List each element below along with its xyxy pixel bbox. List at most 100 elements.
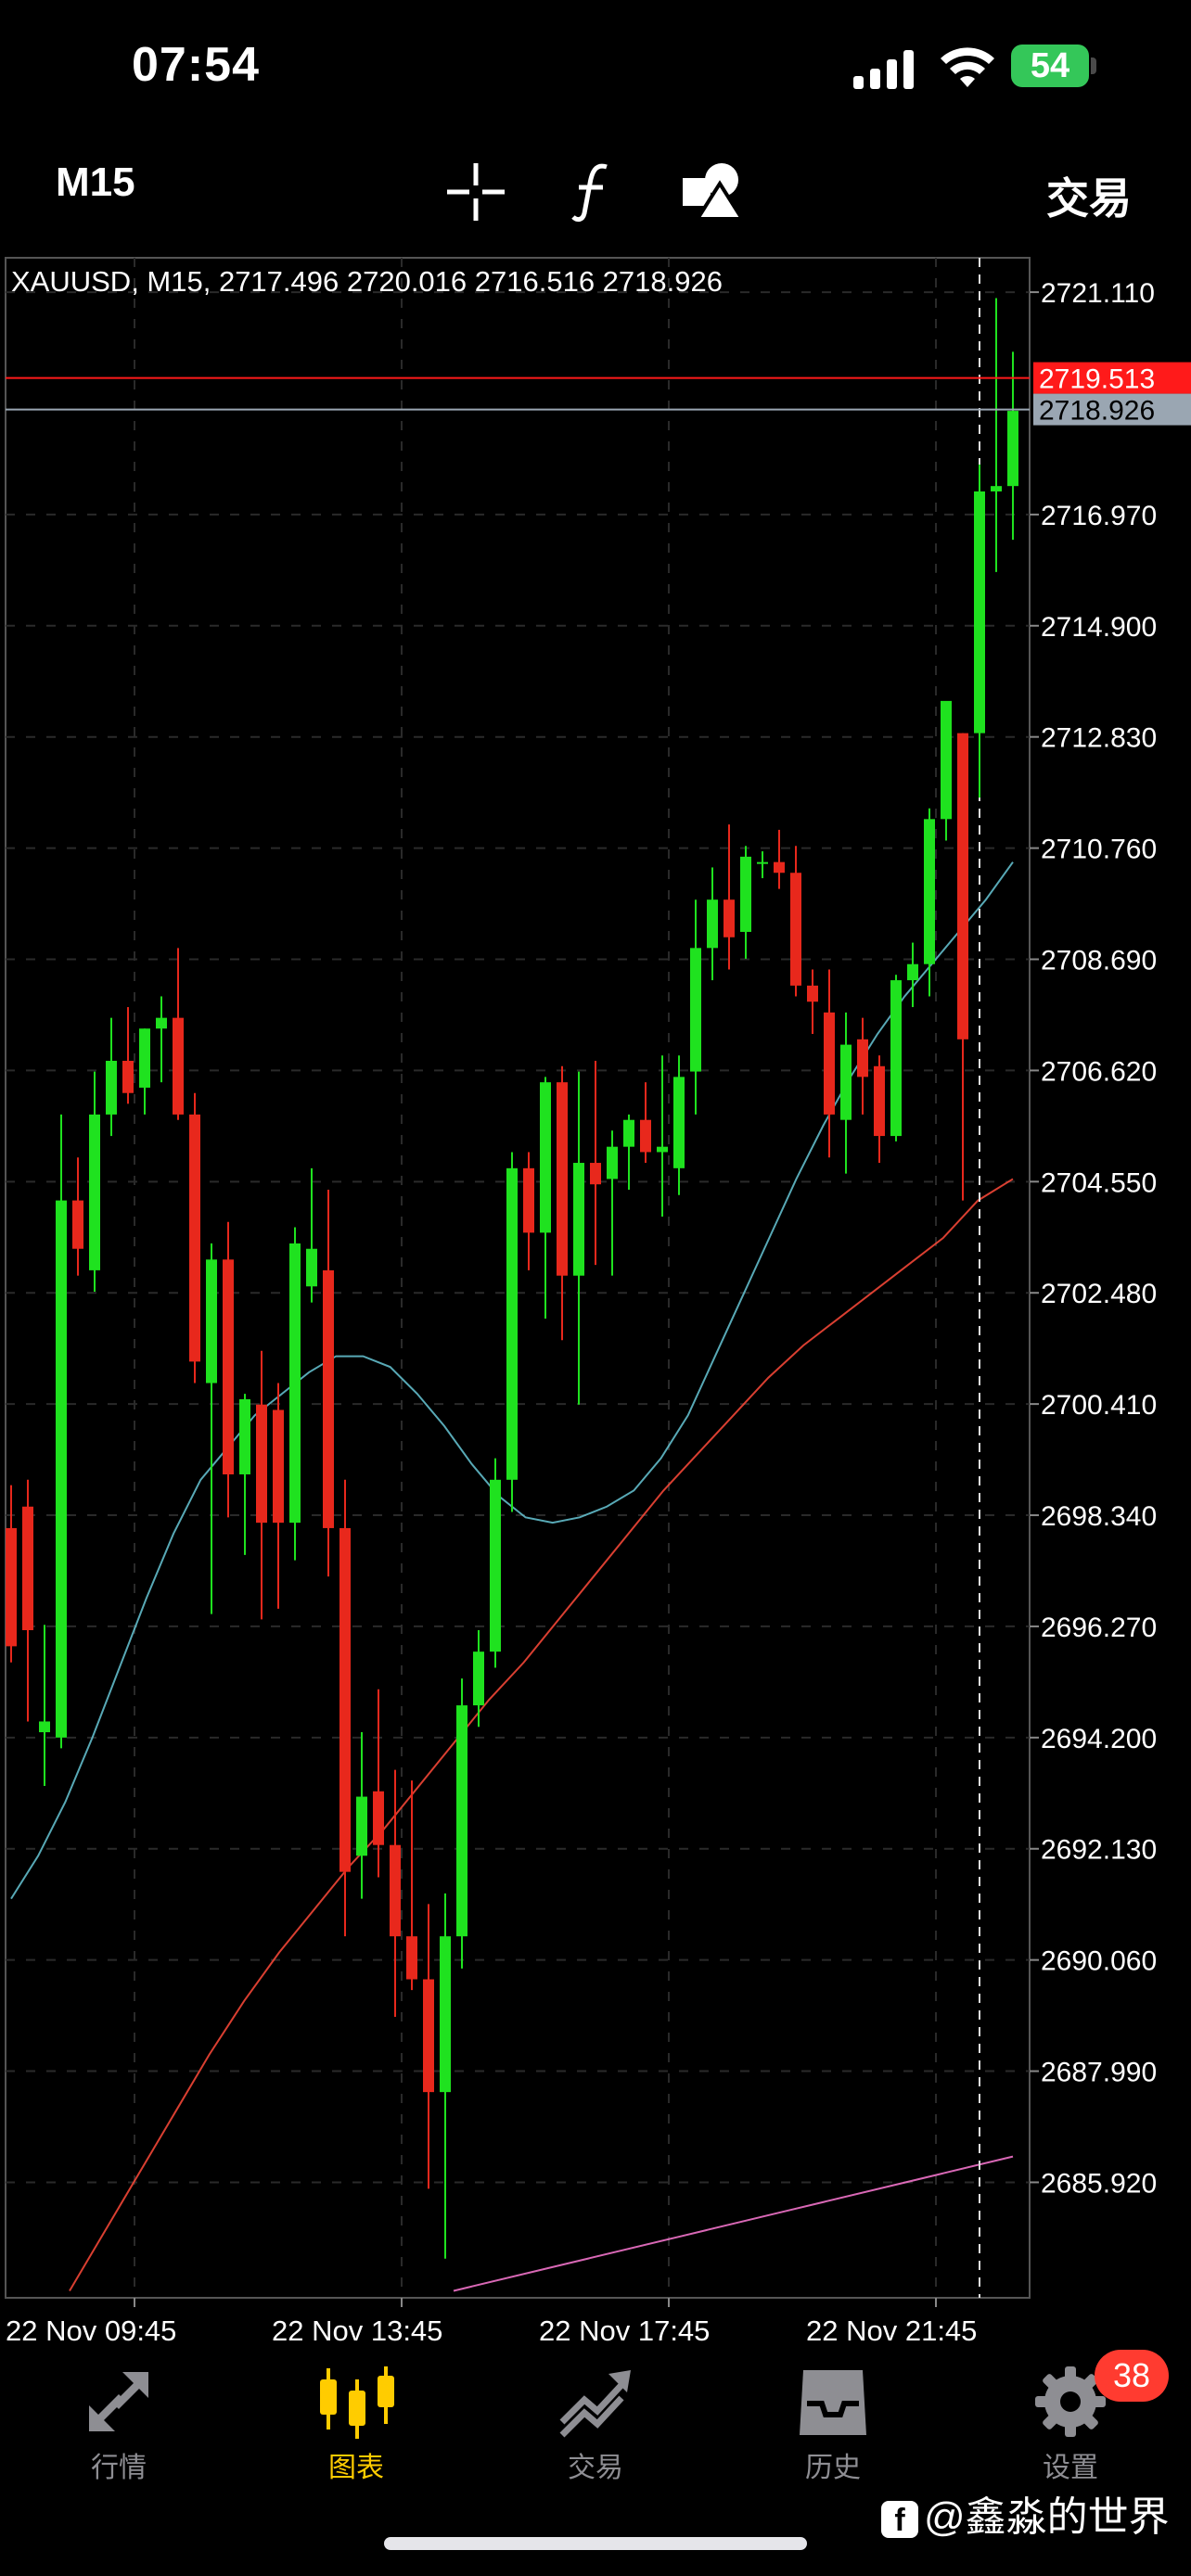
settings-icon [1035,2366,1106,2437]
candle-body [456,1705,467,1937]
nav-settings[interactable]: 设置 [996,2346,1145,2504]
candle-body [122,1060,134,1093]
candle-body [306,1248,317,1287]
candle-body [573,1163,584,1276]
candle-body [239,1398,250,1475]
y-tick-label: 2721.110 [1041,278,1155,309]
plot-frame [5,257,1031,2299]
ask-price-label: 2719.513 [1039,364,1155,395]
candle-body [623,1119,634,1147]
candle-body [974,491,985,733]
ask-label-bg [1033,362,1191,394]
candle-body [390,1844,401,1937]
candle-body [6,1527,17,1647]
bid-price-label: 2718.926 [1039,396,1155,427]
ma-long-line [453,2155,1014,2292]
candle-body [373,1791,384,1845]
candle-body [89,1114,100,1270]
crosshair-icon[interactable] [443,159,508,224]
candle-body [490,1479,501,1652]
candle-body [72,1200,83,1249]
y-tick-label: 2694.200 [1041,1724,1157,1754]
trade-icon [559,2370,631,2438]
candle-body [440,1936,451,2093]
y-tick-label: 2714.900 [1041,612,1157,643]
x-tick-label: 22 Nov 21:45 [806,2315,977,2347]
nav-label: 设置 [1043,2453,1098,2483]
candle-body [540,1082,551,1233]
nav-label: 交易 [568,2453,623,2483]
clock: 07:54 [132,38,260,92]
candle-body [256,1404,267,1524]
nav-history[interactable]: 历史 [759,2346,907,2504]
candle-body [673,1077,685,1168]
x-tick-label: 22 Nov 17:45 [539,2315,710,2347]
nav-label: 历史 [805,2453,861,2483]
nav-label: 图表 [328,2453,384,2483]
candle-body [189,1114,200,1362]
candle-body [774,861,785,874]
cellular-signal-icon [853,50,914,89]
candle-body [941,700,952,820]
candle-body [473,1651,484,1706]
candle-body [840,1044,852,1120]
candle-body [757,861,768,864]
timeframe-button[interactable]: M15 [56,159,135,205]
candle-body [523,1167,534,1233]
chart-icon [320,2366,394,2439]
candle-body [874,1065,885,1137]
candle-body [607,1146,618,1180]
candle-body [106,1060,117,1115]
chart-title: XAUUSD, M15, 2717.496 2720.016 2716.516 … [11,265,723,298]
candle-body [640,1119,651,1153]
y-tick-label: 2704.550 [1041,1167,1157,1198]
candle-body [22,1506,33,1630]
nav-label: 行情 [91,2453,147,2483]
trade-button[interactable]: 交易 [1046,174,1132,223]
candle-body [957,733,968,1039]
y-tick-label: 2708.690 [1041,946,1157,976]
candle-body [857,1039,868,1078]
candle-body [356,1796,367,1856]
nav-trade[interactable]: 交易 [521,2346,670,2504]
candle-body [790,873,801,986]
candle-body [590,1163,601,1185]
candle-body [824,1012,835,1115]
candle-body [173,1017,184,1115]
watermark: f @鑫淼的世界 [881,2483,1170,2543]
y-tick-label: 2692.130 [1041,1835,1157,1866]
bottom-nav: 行情 图表 交易 历史 [0,2346,1191,2513]
nav-chart[interactable]: 图表 [282,2346,430,2504]
y-tick-label: 2698.340 [1041,1501,1157,1532]
nav-quotes[interactable]: 行情 [45,2346,193,2504]
watermark-text: @鑫淼的世界 [924,2494,1170,2540]
indicators-icon[interactable] [560,159,625,224]
wifi-icon [941,47,994,87]
status-bar: 07:54 54 [0,0,1191,139]
facebook-logo-icon: f [881,2501,918,2539]
candlestick-chart[interactable]: 2721.110 2716.970 2714.900 2712.830 2710.760… [0,250,1191,2355]
battery-tip [1091,57,1096,74]
quotes-icon [89,2372,148,2431]
candle-body [890,980,902,1137]
y-tick-label: 2687.990 [1041,2058,1157,2088]
candle-body [690,948,701,1072]
candle-body [506,1167,518,1480]
candle-body [991,486,1002,491]
home-indicator[interactable] [384,2537,807,2550]
ma-slow-line [69,1178,1014,2291]
candle-body [406,1936,417,1980]
y-tick-label: 2712.830 [1041,723,1157,754]
y-tick-label: 2716.970 [1041,501,1157,531]
candle-body [273,1409,284,1524]
candle-body [423,1979,434,2093]
x-tick-label: 22 Nov 13:45 [272,2315,442,2347]
candle-body [924,819,935,964]
candle-body [289,1243,301,1524]
bid-label-bg [1033,393,1191,426]
candle-body [1007,411,1018,487]
y-tick-label: 2685.920 [1041,2168,1157,2199]
candle-body [156,1017,167,1029]
objects-icon[interactable] [681,159,749,224]
price-chart[interactable]: 2721.110 2716.970 2714.900 2712.830 2710.760… [0,250,1191,2355]
